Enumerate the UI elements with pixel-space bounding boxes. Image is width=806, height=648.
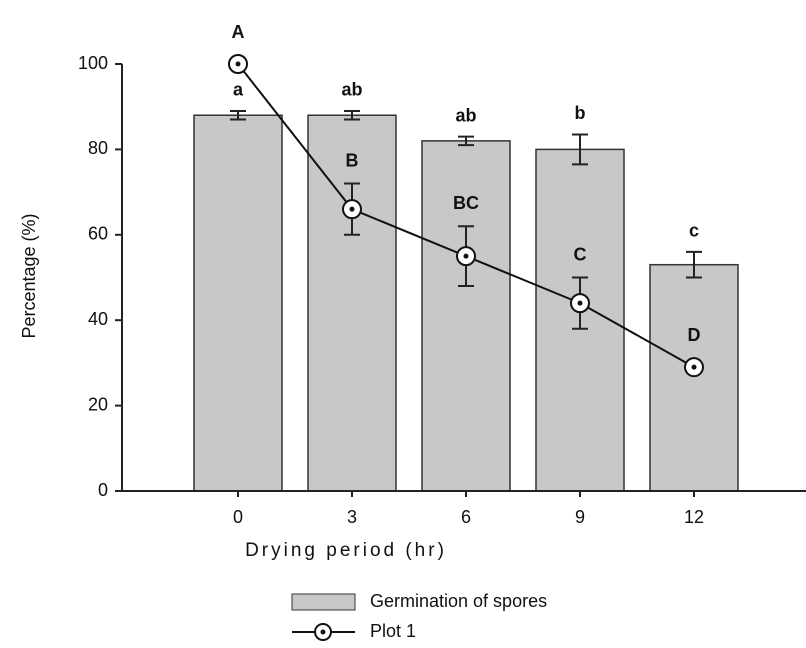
- marker-dot: [577, 300, 583, 306]
- bar: [649, 263, 739, 492]
- error-bar: [572, 133, 588, 166]
- bar: [421, 140, 511, 492]
- bar-letter: a: [233, 80, 244, 100]
- x-tick-label: 6: [461, 507, 471, 527]
- x-tick-label: 0: [233, 507, 243, 527]
- marker-dot: [235, 61, 241, 67]
- y-tick-label: 20: [88, 394, 108, 414]
- error-bar: [230, 109, 246, 121]
- x-tick-label: 9: [575, 507, 585, 527]
- x-axis-title: Drying period (hr): [245, 540, 447, 561]
- error-bar: [686, 250, 702, 279]
- line-letter: B: [346, 150, 359, 170]
- y-tick-label: 0: [98, 480, 108, 500]
- marker-dot: [349, 206, 355, 212]
- bar-letter: b: [575, 103, 586, 123]
- line-letter: C: [574, 244, 587, 264]
- legend-marker-dot: [320, 629, 326, 635]
- bar-letter: c: [689, 221, 699, 241]
- bar-letter: ab: [455, 105, 476, 125]
- error-bar: [458, 135, 474, 147]
- line-letter: D: [688, 325, 701, 345]
- y-tick-label: 60: [88, 224, 108, 244]
- y-tick-label: 40: [88, 309, 108, 329]
- y-axis-title: Percentage (%): [19, 213, 39, 338]
- y-tick-label: 80: [88, 138, 108, 158]
- bar: [307, 114, 397, 492]
- y-tick-label: 100: [78, 53, 108, 73]
- marker-dot: [463, 253, 469, 259]
- bar-letter: ab: [341, 80, 362, 100]
- line-letter: BC: [453, 193, 479, 213]
- bar: [193, 114, 283, 492]
- marker-dot: [691, 364, 697, 370]
- legend-swatch: [291, 593, 356, 611]
- line-letter: A: [232, 22, 245, 42]
- error-bar: [344, 109, 360, 121]
- legend-label: Plot 1: [370, 621, 416, 641]
- legend-label: Germination of spores: [370, 591, 547, 611]
- x-tick-label: 12: [684, 507, 704, 527]
- x-tick-label: 3: [347, 507, 357, 527]
